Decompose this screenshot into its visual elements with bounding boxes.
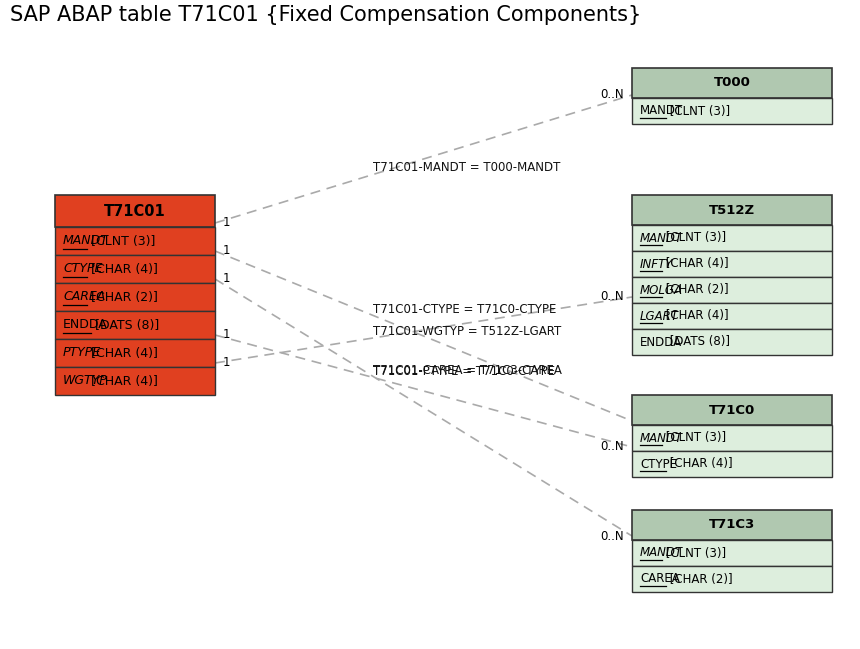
Text: 1: 1: [223, 356, 230, 369]
Text: [CHAR (2)]: [CHAR (2)]: [87, 291, 157, 304]
Text: SAP ABAP table T71C01 {Fixed Compensation Components}: SAP ABAP table T71C01 {Fixed Compensatio…: [10, 5, 642, 25]
Text: T71C01-MANDT = T000-MANDT: T71C01-MANDT = T000-MANDT: [373, 162, 561, 175]
Text: [DATS (8)]: [DATS (8)]: [91, 319, 159, 332]
Bar: [632, 395, 832, 425]
Text: T71C01: T71C01: [104, 204, 166, 219]
Text: T71C01-CTYPE = T71C0-CTYPE: T71C01-CTYPE = T71C0-CTYPE: [373, 302, 556, 315]
Text: T000: T000: [714, 77, 751, 90]
Text: [CLNT (3)]: [CLNT (3)]: [662, 432, 727, 445]
Text: LGART: LGART: [640, 310, 679, 323]
Text: CAREA: CAREA: [640, 572, 679, 585]
Bar: [55, 311, 215, 339]
Bar: [55, 195, 215, 227]
Text: WGTYP: WGTYP: [63, 374, 108, 387]
Bar: [55, 255, 215, 283]
Text: 1: 1: [223, 328, 230, 341]
Text: T512Z: T512Z: [709, 204, 755, 217]
Text: 0..N: 0..N: [600, 530, 624, 543]
Text: CTYPE: CTYPE: [640, 458, 677, 471]
Text: T71C0: T71C0: [709, 404, 755, 417]
Bar: [632, 98, 832, 124]
Bar: [632, 540, 832, 566]
Text: [CHAR (4)]: [CHAR (4)]: [87, 374, 157, 387]
Bar: [55, 227, 215, 255]
Text: T71C3: T71C3: [709, 519, 755, 532]
Bar: [55, 283, 215, 311]
Text: MANDT: MANDT: [640, 232, 683, 245]
Text: 1: 1: [223, 273, 230, 286]
Text: T71C01-CAREA = T71C3-CAREA: T71C01-CAREA = T71C3-CAREA: [373, 363, 562, 376]
Text: PTYPE: PTYPE: [63, 347, 101, 360]
Text: MANDT: MANDT: [640, 432, 683, 445]
Text: [CLNT (3)]: [CLNT (3)]: [87, 234, 155, 247]
Bar: [55, 367, 215, 395]
Bar: [632, 510, 832, 540]
Bar: [632, 329, 832, 355]
Text: 0..N: 0..N: [600, 441, 624, 454]
Text: [CLNT (3)]: [CLNT (3)]: [662, 546, 727, 559]
Text: [CHAR (4)]: [CHAR (4)]: [87, 347, 157, 360]
Text: CAREA: CAREA: [63, 291, 105, 304]
Text: [CHAR (4)]: [CHAR (4)]: [662, 310, 729, 323]
Bar: [632, 303, 832, 329]
Bar: [632, 451, 832, 477]
Text: ENDDA: ENDDA: [63, 319, 108, 332]
Text: [CHAR (2)]: [CHAR (2)]: [662, 284, 729, 297]
Bar: [632, 251, 832, 277]
Text: MOLGA: MOLGA: [640, 284, 683, 297]
Text: 0..N: 0..N: [600, 88, 624, 101]
Text: T71C01-WGTYP = T512Z-LGART: T71C01-WGTYP = T512Z-LGART: [373, 325, 562, 338]
Text: INFTY: INFTY: [640, 258, 673, 271]
Text: [CHAR (4)]: [CHAR (4)]: [87, 262, 157, 275]
Bar: [55, 339, 215, 367]
Text: ENDDA: ENDDA: [640, 336, 682, 349]
Text: MANDT: MANDT: [63, 234, 109, 247]
Bar: [632, 195, 832, 225]
Bar: [632, 277, 832, 303]
Bar: [632, 225, 832, 251]
Text: [CHAR (2)]: [CHAR (2)]: [666, 572, 733, 585]
Text: T71C01-PTYPE = T71C0-CTYPE: T71C01-PTYPE = T71C0-CTYPE: [373, 365, 556, 378]
Text: MANDT: MANDT: [640, 546, 683, 559]
Bar: [632, 68, 832, 98]
Text: 1: 1: [223, 217, 230, 230]
Text: 0..N: 0..N: [600, 291, 624, 304]
Bar: [632, 566, 832, 592]
Text: 1: 1: [223, 245, 230, 258]
Bar: [632, 425, 832, 451]
Text: [CHAR (4)]: [CHAR (4)]: [662, 258, 729, 271]
Text: [CHAR (4)]: [CHAR (4)]: [666, 458, 733, 471]
Text: [CLNT (3)]: [CLNT (3)]: [662, 232, 727, 245]
Text: [CLNT (3)]: [CLNT (3)]: [666, 104, 730, 117]
Text: CTYPE: CTYPE: [63, 262, 102, 275]
Text: MANDT: MANDT: [640, 104, 683, 117]
Text: [DATS (8)]: [DATS (8)]: [666, 336, 730, 349]
